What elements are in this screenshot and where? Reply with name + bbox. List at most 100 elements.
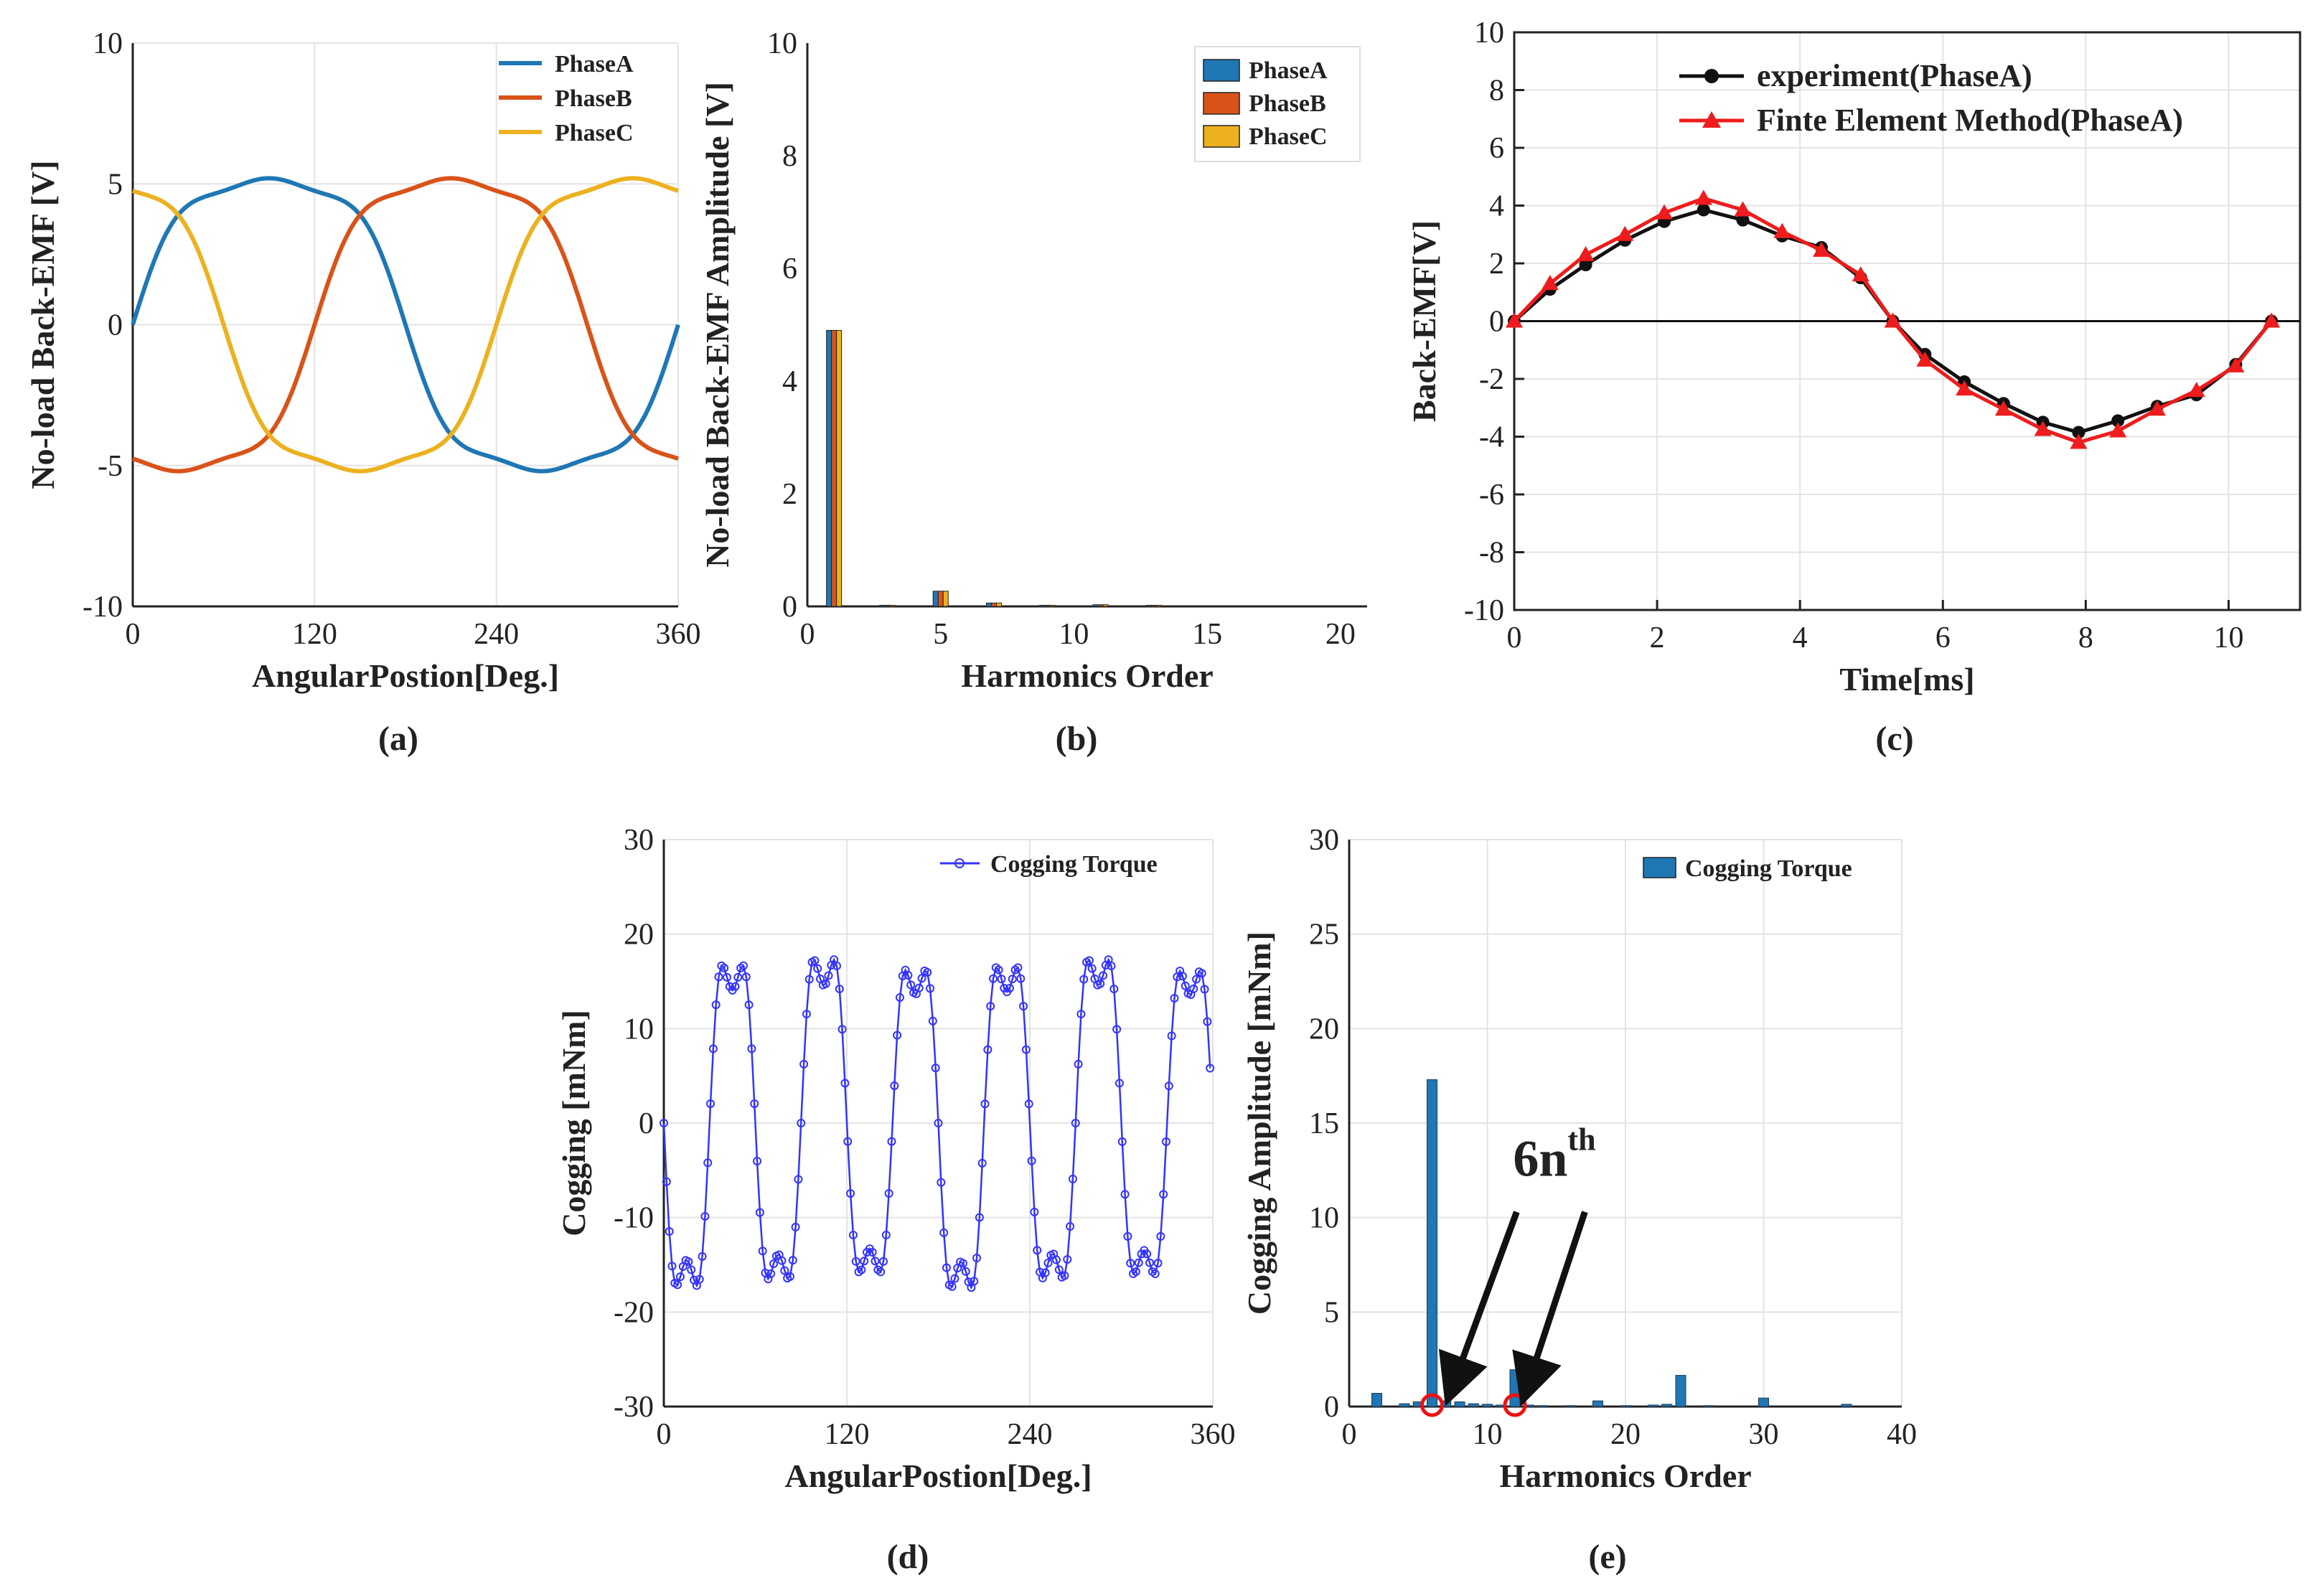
- data-point: [846, 1189, 855, 1198]
- data-point: [1192, 975, 1201, 984]
- data-point: [997, 975, 1006, 984]
- y-axis-label: Cogging [mNm]: [555, 1010, 592, 1236]
- y-tick-label: 10: [624, 1013, 654, 1046]
- bar: [942, 591, 949, 607]
- y-tick-label: -30: [614, 1391, 654, 1424]
- bar: [1150, 604, 1157, 607]
- data-point: [1153, 1259, 1163, 1268]
- y-tick-label: 20: [624, 919, 654, 952]
- x-tick-label: 2: [1650, 621, 1665, 654]
- data-point: [777, 1256, 787, 1265]
- legend-label: PhaseA: [555, 51, 634, 78]
- series-line-PhaseA: [131, 176, 680, 474]
- legend-swatch: [1203, 92, 1240, 115]
- data-point: [914, 983, 924, 992]
- bar: [1482, 1404, 1493, 1407]
- data-point: [1126, 1259, 1135, 1268]
- data-point: [1189, 984, 1198, 993]
- y-tick-label: 10: [1309, 1202, 1339, 1235]
- bar: [1592, 1400, 1603, 1407]
- data-point: [926, 984, 935, 993]
- data-point: [673, 1280, 682, 1290]
- y-tick-label: -10: [1464, 594, 1504, 627]
- annotation-base: 6n: [1513, 1130, 1567, 1188]
- data-point: [1033, 1246, 1042, 1255]
- data-point: [1051, 1255, 1061, 1264]
- data-point: [684, 1257, 693, 1267]
- data-point: [1616, 225, 1634, 241]
- data-point: [708, 1044, 718, 1053]
- data-point: [1956, 380, 1974, 396]
- legend-label: PhaseC: [1249, 123, 1328, 150]
- y-axis-label: No-load Back-EMF Amplitude [V]: [699, 82, 736, 568]
- data-point: [934, 1119, 943, 1127]
- bar: [1758, 1397, 1769, 1407]
- x-tick-label: 0: [126, 618, 141, 651]
- x-tick-label: 20: [1325, 618, 1356, 651]
- data-point: [1916, 351, 1934, 367]
- data-point: [700, 1211, 710, 1221]
- data-point: [980, 1099, 990, 1109]
- data-point: [1024, 1099, 1033, 1109]
- data-point: [1736, 213, 1750, 227]
- data-point: [785, 1272, 794, 1281]
- data-point: [871, 1257, 880, 1266]
- bar: [1039, 604, 1046, 607]
- data-point: [1884, 312, 1902, 328]
- data-point: [1087, 964, 1097, 973]
- y-tick-label: 6: [782, 253, 797, 286]
- x-tick-label: 30: [1749, 1418, 1779, 1451]
- legend-label: Finte Element Method(PhaseA): [1757, 103, 2183, 138]
- x-tick-label: 360: [1191, 1418, 1236, 1451]
- bar: [1145, 604, 1152, 607]
- data-point: [802, 1010, 811, 1019]
- legend-label: Cogging Torque: [990, 851, 1158, 878]
- legend-swatch: [1203, 59, 1240, 82]
- y-tick-label: 30: [624, 824, 654, 857]
- data-point: [835, 985, 844, 994]
- data-point: [799, 1059, 809, 1069]
- y-tick-label: -5: [98, 450, 123, 483]
- x-tick-label: 0: [1507, 621, 1522, 654]
- x-axis-label: AngularPostion[Deg.]: [784, 1457, 1092, 1494]
- data-point: [665, 1227, 674, 1236]
- data-point: [1063, 1254, 1072, 1264]
- y-axis-label: Back-EMF[V]: [1406, 220, 1442, 422]
- bar: [1841, 1404, 1852, 1407]
- data-point: [843, 1137, 853, 1146]
- data-point: [720, 963, 729, 972]
- x-tick-label: 120: [292, 618, 337, 651]
- bar: [1661, 1404, 1673, 1407]
- annotation-arrow: [1438, 1211, 1520, 1407]
- caption-c: (c): [1875, 720, 1913, 758]
- data-point: [810, 956, 820, 965]
- data-point: [780, 1266, 789, 1275]
- data-point: [2227, 357, 2245, 372]
- data-point: [1656, 204, 1674, 220]
- data-point: [1181, 981, 1190, 990]
- legend-label: PhaseB: [1249, 90, 1326, 117]
- x-tick-label: 0: [1342, 1418, 1357, 1451]
- bar: [1564, 1405, 1576, 1407]
- data-point: [1019, 1002, 1028, 1011]
- legend-label: PhaseB: [555, 85, 632, 112]
- data-point: [1156, 1231, 1165, 1241]
- data-point: [1021, 1045, 1031, 1054]
- data-point: [1043, 1258, 1053, 1267]
- x-tick-label: 360: [656, 618, 701, 651]
- data-point: [791, 1222, 800, 1231]
- data-point: [1071, 1119, 1080, 1127]
- y-tick-label: 5: [108, 168, 123, 201]
- data-point: [687, 1265, 696, 1275]
- data-point: [1167, 1031, 1176, 1041]
- data-point: [1060, 1271, 1069, 1280]
- data-point: [887, 1137, 896, 1146]
- data-point: [1577, 245, 1595, 261]
- data-point: [1005, 983, 1014, 992]
- bar: [937, 591, 944, 607]
- data-point: [711, 1000, 721, 1010]
- data-point: [1203, 1017, 1212, 1026]
- bar: [1620, 1405, 1631, 1407]
- caption-b: (b): [1056, 720, 1098, 758]
- series-line-PhaseB: [132, 176, 679, 474]
